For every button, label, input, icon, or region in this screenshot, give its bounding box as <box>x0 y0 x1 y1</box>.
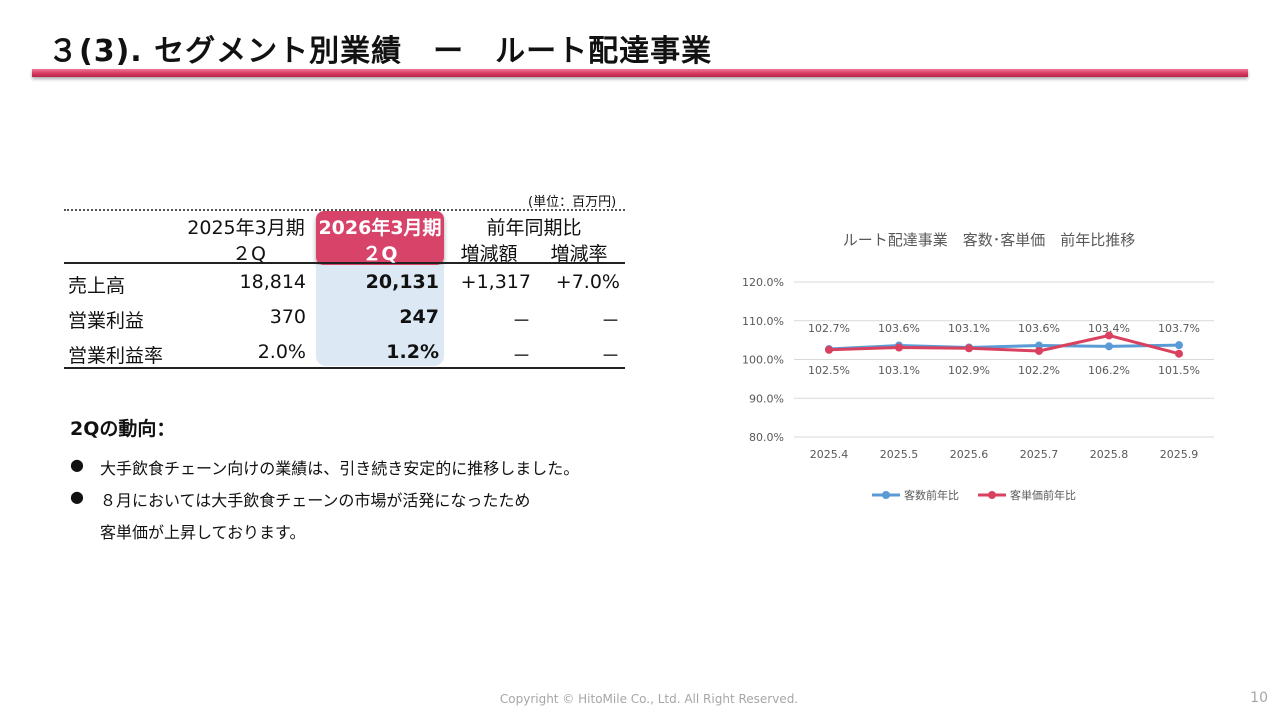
trend-bullet-text: 大手飲食チェーン向けの業績は、引き続き安定的に推移しました。 <box>100 459 580 478</box>
trend-bullet-text: ８月においては大手飲食チェーンの市場が活発になったため <box>100 491 531 510</box>
title-underline <box>32 69 1248 77</box>
legend-marker <box>882 491 890 499</box>
current-period-header-highlight <box>316 211 444 265</box>
x-tick-label: 2025.7 <box>1020 448 1059 461</box>
data-point <box>825 345 833 354</box>
data-label: 102.5% <box>808 364 850 377</box>
table-bottom-rule <box>64 367 625 369</box>
data-point <box>965 344 973 353</box>
y-tick-label: 110.0% <box>742 315 784 328</box>
page-title: ３(3). セグメント別業績 ー ルート配達事業 <box>48 34 713 69</box>
y-tick-label: 90.0% <box>749 392 784 405</box>
x-tick-label: 2025.4 <box>810 448 849 461</box>
series-line-unit-price <box>828 333 1180 356</box>
unit-label: (単位：百万円) <box>528 195 617 210</box>
data-label: 102.7% <box>808 322 850 335</box>
yoy-trend-chart: ルート配達事業 客数･客単価 前年比推移 80.0% 90.0% 100.0% 110.… <box>742 231 1214 502</box>
bullet-icon: ● <box>70 455 84 474</box>
x-tick-label: 2025.9 <box>1160 448 1199 461</box>
x-tick-label: 2025.8 <box>1090 448 1129 461</box>
row-curr-value: 20,131 <box>365 271 439 293</box>
data-label: 103.4% <box>1088 322 1130 335</box>
series-line-customer-count <box>828 343 1180 351</box>
row-label: 営業利益率 <box>68 345 164 367</box>
data-point <box>1175 349 1183 358</box>
data-label: 103.6% <box>878 322 920 335</box>
data-label: 103.7% <box>1158 322 1200 335</box>
y-tick-label: 120.0% <box>742 276 784 289</box>
x-tick-label: 2025.5 <box>880 448 919 461</box>
row-rate-value: － <box>600 310 620 332</box>
header-yoy: 前年同期比 <box>486 217 582 239</box>
chart-title: ルート配達事業 客数･客単価 前年比推移 <box>843 231 1136 249</box>
trend-bullet-continuation: 客単価が上昇しております。 <box>100 523 306 542</box>
table-top-dotted-rule <box>64 209 625 211</box>
data-label: 106.2% <box>1088 364 1130 377</box>
row-diff-value: － <box>511 310 531 332</box>
x-tick-label: 2025.6 <box>950 448 989 461</box>
header-diff: 増減額 <box>460 243 518 265</box>
table-header-rule <box>64 262 625 264</box>
header-curr-year: 2026年3月期 <box>318 217 442 239</box>
row-label: 営業利益 <box>68 310 145 332</box>
row-label: 売上高 <box>68 275 126 297</box>
data-point <box>1105 331 1113 340</box>
data-point <box>895 343 903 352</box>
row-diff-value: +1,317 <box>460 271 531 293</box>
data-label: 102.9% <box>948 364 990 377</box>
header-rate: 増減率 <box>550 243 608 265</box>
data-label: 101.5% <box>1158 364 1200 377</box>
data-label: 102.2% <box>1018 364 1060 377</box>
data-point <box>1035 346 1043 355</box>
row-diff-value: － <box>511 345 531 367</box>
row-curr-value: 1.2% <box>386 341 439 363</box>
legend-label: 客単価前年比 <box>1010 488 1076 502</box>
data-label: 103.1% <box>878 364 920 377</box>
y-tick-label: 100.0% <box>742 354 784 367</box>
header-prev-year: 2025年3月期 <box>187 217 305 239</box>
data-point <box>1175 341 1183 350</box>
current-period-column-highlight <box>316 265 444 366</box>
row-prev-value: 18,814 <box>239 271 306 293</box>
row-rate-value: － <box>600 345 620 367</box>
segment-results-table: 2025年3月期 ２Q 2026年3月期 ２Q 前年同期比 増減額 増減率 売上… <box>64 209 625 371</box>
y-tick-label: 80.0% <box>749 431 784 444</box>
row-prev-value: 2.0% <box>257 341 306 363</box>
data-label: 103.1% <box>948 322 990 335</box>
row-rate-value: +7.0% <box>555 271 620 293</box>
legend-label: 客数前年比 <box>904 488 959 502</box>
legend-marker <box>988 491 996 499</box>
row-prev-value: 370 <box>269 306 306 328</box>
data-point <box>1105 342 1113 351</box>
page-number: 10 <box>1250 690 1268 706</box>
data-label: 103.6% <box>1018 322 1060 335</box>
trend-heading: 2Qの動向： <box>70 418 176 440</box>
header-prev-quarter: ２Q <box>232 243 266 265</box>
header-curr-quarter: ２Q <box>362 243 398 265</box>
bullet-icon: ● <box>70 487 84 506</box>
copyright-footer: Copyright © HitoMile Co., Ltd. All Right… <box>499 692 799 706</box>
row-curr-value: 247 <box>399 306 439 328</box>
